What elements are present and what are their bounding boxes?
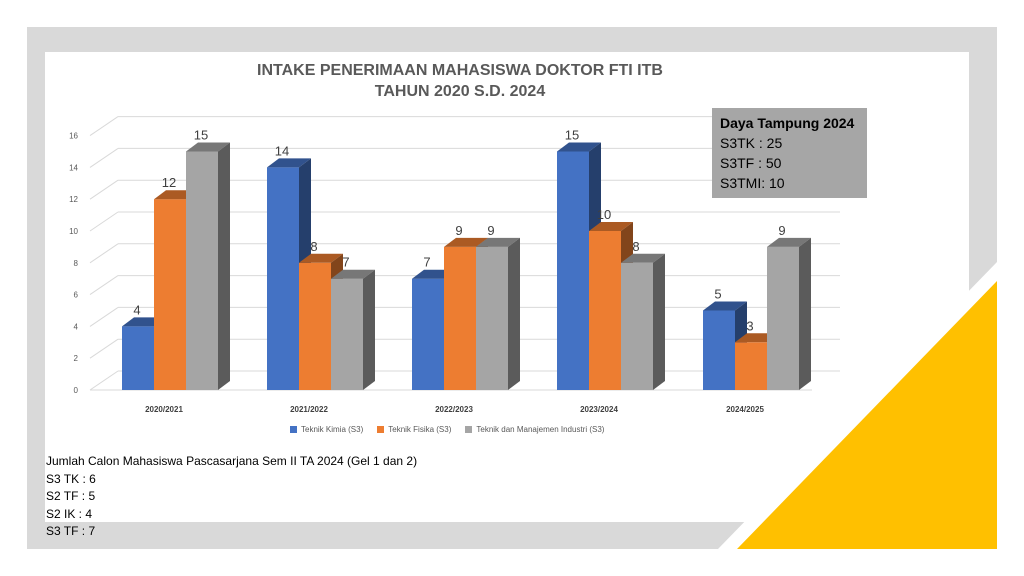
bar-top	[703, 301, 747, 311]
data-label: 10	[597, 207, 611, 222]
gridline-side	[89, 275, 119, 296]
data-label: 9	[455, 223, 462, 238]
bar-top	[186, 142, 230, 152]
legend-swatch	[465, 426, 473, 433]
chart-legend: Teknik Kimia (S3) Teknik Fisika (S3) Tek…	[290, 425, 604, 434]
data-label: 7	[423, 255, 430, 270]
gridline-side	[89, 243, 119, 264]
bar	[621, 262, 653, 390]
bar	[122, 326, 154, 390]
data-label: 14	[275, 143, 289, 158]
capacity-line: S3TF : 50	[720, 155, 782, 171]
gridline-side	[89, 116, 119, 137]
y-tick-label: 4	[74, 322, 79, 331]
bar-top	[589, 222, 633, 231]
y-tick-label: 6	[74, 291, 79, 300]
gridline-side	[89, 179, 119, 200]
bar-top	[476, 237, 520, 247]
bar	[331, 278, 363, 390]
bar-top	[557, 142, 601, 152]
gridline-side	[89, 306, 119, 327]
x-category-label: 2020/2021	[145, 405, 183, 414]
data-label: 9	[487, 223, 494, 238]
notes-line: S3 TK : 6	[46, 471, 96, 486]
data-label: 3	[746, 318, 753, 333]
data-label: 15	[565, 128, 579, 143]
gridline-side	[89, 147, 119, 168]
notes-heading: Jumlah Calon Mahasiswa Pascasarjana Sem …	[46, 454, 418, 468]
capacity-box: Daya Tampung 2024 S3TK : 25 S3TF : 50 S3…	[712, 108, 867, 198]
x-category-label: 2024/2025	[726, 405, 764, 414]
legend-label: Teknik dan Manajemen Industri (S3)	[476, 425, 605, 434]
yellow-corner-triangle	[737, 281, 997, 549]
bar	[476, 246, 508, 390]
x-category-label: 2021/2022	[290, 405, 328, 414]
y-tick-label: 10	[69, 227, 78, 236]
y-tick-label: 16	[69, 132, 78, 141]
bar-side	[363, 269, 375, 390]
legend-item: Teknik Fisika (S3)	[377, 425, 451, 434]
gridline-side	[89, 211, 119, 232]
bar	[154, 199, 186, 390]
data-label: 8	[632, 239, 639, 254]
data-label: 7	[342, 255, 349, 270]
bar-side	[218, 142, 230, 390]
bar-top	[331, 269, 375, 279]
chart-title-line2: TAHUN 2020 S.D. 2024	[374, 83, 546, 100]
bar-top	[299, 253, 343, 263]
data-label: 5	[714, 287, 721, 302]
bar-top	[267, 158, 311, 168]
data-label: 9	[778, 223, 785, 238]
capacity-title: Daya Tampung 2024	[720, 115, 855, 131]
chart-title-line1: INTAKE PENERIMAAN MAHASISWA DOKTOR FTI I…	[257, 62, 663, 79]
legend-swatch	[377, 426, 385, 433]
bar	[444, 246, 476, 390]
bar	[557, 151, 589, 390]
chart-title: INTAKE PENERIMAAN MAHASISWA DOKTOR FTI I…	[160, 60, 760, 102]
legend-swatch	[290, 426, 297, 433]
bar	[703, 310, 735, 390]
data-label: 4	[133, 302, 140, 317]
capacity-line: S3TMI: 10	[720, 175, 785, 191]
bar-side	[799, 237, 811, 390]
bar-side	[508, 237, 520, 390]
gridline-side	[89, 338, 119, 359]
data-label: 15	[194, 128, 208, 143]
notes-block: Jumlah Calon Mahasiswa Pascasarjana Sem …	[46, 453, 417, 541]
legend-label: Teknik Fisika (S3)	[388, 425, 452, 434]
bar	[186, 151, 218, 390]
bar	[267, 167, 299, 390]
data-label: 12	[162, 175, 176, 190]
legend-item: Teknik Kimia (S3)	[290, 425, 363, 434]
gridline-side	[89, 370, 119, 391]
legend-label: Teknik Kimia (S3)	[301, 425, 364, 434]
bar	[767, 246, 799, 390]
bar	[589, 231, 621, 390]
bar-side	[653, 253, 665, 390]
bar	[412, 278, 444, 390]
y-tick-label: 14	[69, 163, 78, 172]
notes-line: S2 TF : 5	[46, 489, 96, 503]
y-tick-label: 12	[69, 195, 78, 204]
x-category-label: 2023/2024	[580, 405, 618, 414]
bar-top	[767, 237, 811, 247]
bar-top	[621, 253, 665, 263]
y-tick-label: 8	[74, 259, 79, 268]
notes-line: S3 TF : 7	[46, 524, 96, 538]
capacity-line: S3TK : 25	[720, 135, 783, 151]
bar	[299, 262, 331, 390]
x-category-label: 2022/2023	[435, 405, 473, 414]
bar-top	[444, 237, 488, 247]
legend-item: Teknik dan Manajemen Industri (S3)	[465, 425, 604, 434]
bar	[735, 342, 767, 390]
y-tick-label: 0	[74, 386, 79, 395]
data-label: 8	[310, 239, 317, 254]
y-tick-label: 2	[74, 354, 79, 363]
notes-line: S2 IK : 4	[46, 506, 93, 521]
